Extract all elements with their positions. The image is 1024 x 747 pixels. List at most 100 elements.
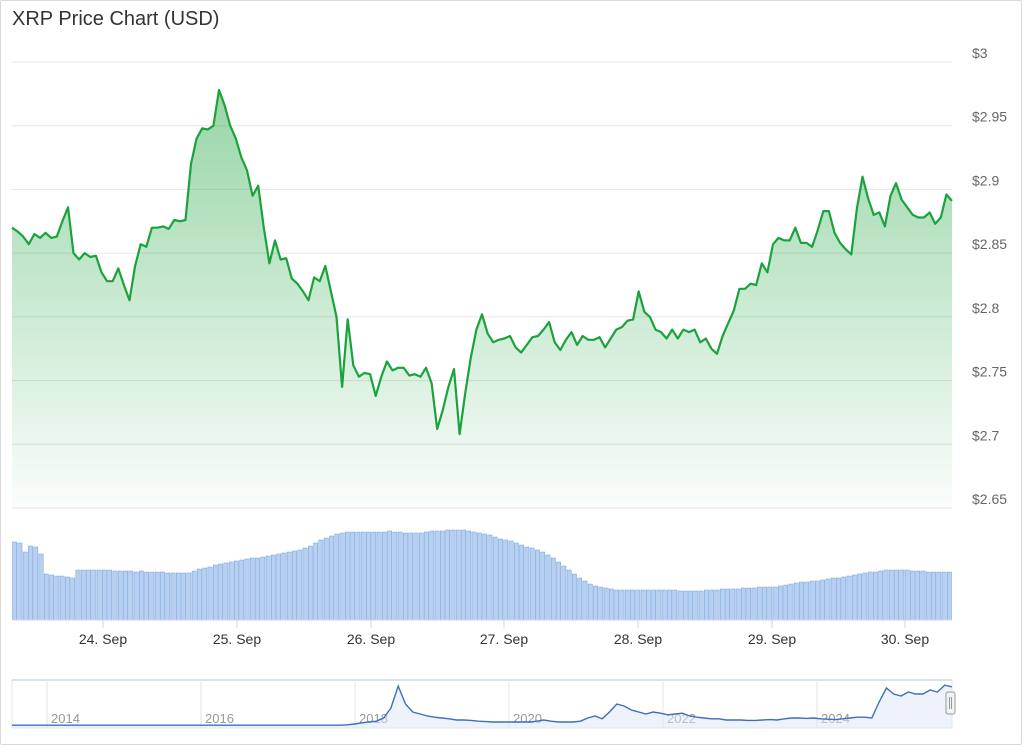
- volume-bar: [302, 547, 308, 621]
- volume-bar: [123, 570, 128, 621]
- volume-bar: [503, 539, 509, 621]
- volume-bar: [43, 573, 49, 621]
- volume-bar: [59, 575, 65, 621]
- volume-bar: [498, 538, 503, 621]
- volume-bar: [471, 531, 477, 621]
- volume-bar: [49, 574, 54, 621]
- volume-bar: [646, 589, 651, 621]
- y-tick-label: $3: [972, 45, 988, 61]
- volume-bar: [255, 557, 260, 621]
- volume-bar: [635, 589, 641, 621]
- volume-bar: [397, 531, 403, 621]
- volume-bar: [297, 549, 303, 621]
- volume-bar: [746, 587, 752, 621]
- x-tick-label: 30. Sep: [881, 631, 929, 647]
- volume-bar: [323, 537, 329, 621]
- volume-bar: [387, 530, 392, 621]
- volume-bar: [418, 532, 424, 621]
- y-axis: $3 $2.95 $2.9 $2.85 $2.8 $2.75 $2.7 $2.65: [972, 45, 1007, 507]
- volume-bar: [207, 566, 213, 621]
- volume-bar: [762, 586, 767, 621]
- volume-bar: [191, 570, 197, 621]
- volume-bar: [276, 553, 282, 621]
- volume-bar: [392, 531, 398, 621]
- volume-bar: [413, 532, 419, 621]
- volume-bar: [851, 574, 857, 621]
- volume-bar: [197, 568, 202, 621]
- volume-bar: [112, 570, 118, 621]
- volume-bar: [793, 582, 799, 621]
- volume-bar: [334, 533, 340, 621]
- volume-bar: [830, 577, 836, 621]
- volume-bar: [656, 589, 662, 621]
- volume-bar: [96, 569, 102, 621]
- volume-bar: [181, 572, 186, 621]
- volume-bar: [176, 572, 181, 621]
- volume-bar: [857, 573, 862, 621]
- volume-bar: [408, 532, 414, 621]
- volume-bar: [672, 589, 678, 621]
- volume-bar: [582, 580, 588, 621]
- volume-bar: [925, 571, 931, 621]
- volume-bar: [139, 570, 144, 621]
- volume-bar: [577, 577, 583, 621]
- volume-bar: [12, 541, 17, 621]
- volume-bar: [91, 569, 97, 621]
- volume-bar: [825, 578, 831, 621]
- volume-bar: [566, 569, 572, 621]
- volume-bar: [572, 573, 577, 621]
- y-tick-label: $2.7: [972, 427, 999, 443]
- volume-bar: [339, 532, 345, 621]
- price-area-fill: [12, 90, 952, 508]
- volume-bar: [308, 545, 313, 621]
- volume-bar: [524, 546, 530, 621]
- volume-bar: [519, 544, 524, 621]
- volume-bar: [260, 556, 266, 621]
- x-tick-label: 26. Sep: [347, 631, 395, 647]
- volume-bar: [688, 590, 693, 621]
- navigator-handle[interactable]: [945, 691, 956, 715]
- volume-bar: [846, 575, 852, 621]
- volume-bar: [535, 549, 540, 621]
- volume-bar: [719, 588, 725, 621]
- volume-bar: [783, 584, 788, 621]
- volume-bar: [593, 585, 598, 621]
- x-tick-label: 28. Sep: [614, 631, 662, 647]
- volume-bar: [165, 572, 171, 621]
- volume-bar: [661, 589, 667, 621]
- volume-bar: [730, 588, 736, 621]
- volume-bar: [292, 550, 297, 621]
- volume-bar: [545, 554, 551, 621]
- volume-bar: [682, 590, 688, 621]
- volume-bar: [619, 589, 625, 621]
- volume-bar: [223, 562, 229, 621]
- y-tick-label: $2.95: [972, 109, 1007, 125]
- volume-bar: [698, 590, 704, 621]
- navigator[interactable]: 201420162018202020222024: [11, 679, 956, 729]
- volume-bar: [212, 564, 218, 621]
- volume-bar: [265, 555, 271, 621]
- chart-title: XRP Price Chart (USD): [12, 8, 220, 30]
- volume-bar: [540, 551, 546, 621]
- navigator-tick-label: 2016: [205, 711, 234, 726]
- volume-bar: [249, 557, 255, 621]
- volume-bar: [424, 531, 429, 621]
- volume-bar: [461, 529, 466, 621]
- volume-bar: [75, 569, 81, 621]
- volume-bar: [609, 588, 614, 621]
- volume-bar: [86, 569, 91, 621]
- volume-bar: [735, 588, 741, 621]
- volume-bar: [556, 561, 561, 621]
- volume-bar: [947, 571, 952, 621]
- volume-bar: [202, 567, 208, 621]
- volume-bar: [651, 589, 656, 621]
- volume-bar: [862, 572, 868, 621]
- y-tick-label: $2.75: [972, 364, 1007, 380]
- volume-bar: [513, 542, 519, 621]
- volume-bar: [778, 585, 783, 621]
- volume-bar: [714, 589, 720, 621]
- price-line: [11, 88, 953, 436]
- volume-bar: [941, 571, 947, 621]
